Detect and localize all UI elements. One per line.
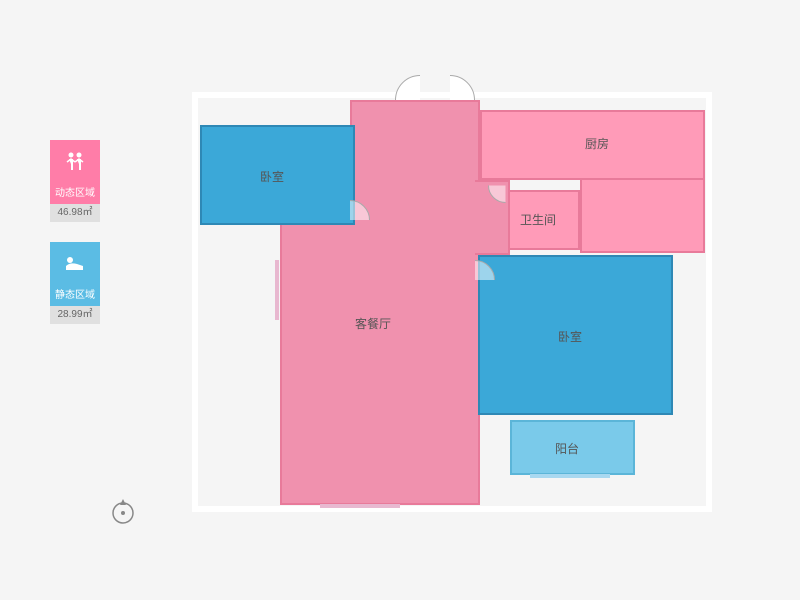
- static-label: 静态区域: [50, 286, 100, 306]
- legend-static: 静态区域 28.99㎡: [50, 242, 100, 324]
- label-balcony: 阳台: [555, 440, 579, 457]
- wall-accent-2: [320, 504, 400, 508]
- label-living: 客餐厅: [355, 315, 391, 332]
- dynamic-label: 动态区域: [50, 184, 100, 204]
- compass-icon: [108, 495, 138, 525]
- legend-panel: 动态区域 46.98㎡ 静态区域 28.99㎡: [50, 140, 100, 344]
- label-bedroom1: 卧室: [260, 168, 284, 185]
- wall-accent-1: [275, 260, 279, 320]
- floorplan: 卧室 厨房 卫生间 客餐厅 卧室 阳台: [200, 80, 720, 520]
- legend-dynamic: 动态区域 46.98㎡: [50, 140, 100, 222]
- static-value: 28.99㎡: [50, 306, 100, 324]
- room-living-top: [350, 100, 480, 130]
- room-kitchen-bottom: [580, 178, 705, 253]
- label-bedroom2: 卧室: [558, 328, 582, 345]
- wall-accent-3: [530, 474, 610, 478]
- label-bathroom: 卫生间: [520, 211, 556, 228]
- static-icon: [50, 242, 100, 286]
- label-kitchen: 厨房: [585, 135, 609, 152]
- dynamic-icon: [50, 140, 100, 184]
- dynamic-value: 46.98㎡: [50, 204, 100, 222]
